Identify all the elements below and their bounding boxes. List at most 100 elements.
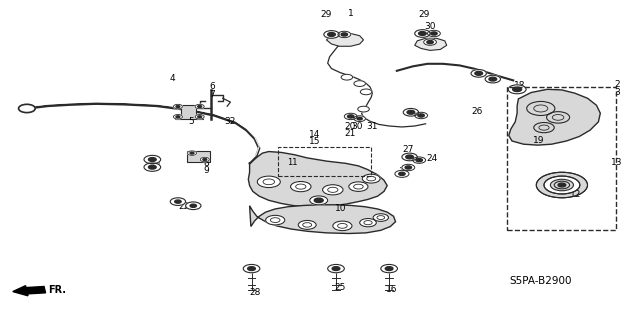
Circle shape	[173, 104, 182, 109]
Circle shape	[544, 176, 580, 194]
Circle shape	[144, 155, 161, 164]
Circle shape	[248, 267, 255, 271]
Text: 13: 13	[611, 158, 623, 167]
Text: 22: 22	[179, 202, 190, 211]
Circle shape	[354, 81, 365, 86]
Text: 5: 5	[188, 117, 193, 126]
Circle shape	[406, 155, 413, 159]
Circle shape	[19, 104, 35, 113]
Text: 9: 9	[204, 166, 209, 175]
Circle shape	[558, 183, 566, 187]
Circle shape	[310, 196, 328, 205]
Circle shape	[431, 32, 437, 35]
Text: 32: 32	[225, 117, 236, 126]
Circle shape	[416, 159, 422, 162]
Text: 10: 10	[335, 204, 346, 213]
Circle shape	[415, 30, 430, 37]
Circle shape	[385, 267, 393, 271]
Text: 15: 15	[309, 137, 321, 146]
Text: 30: 30	[424, 22, 436, 31]
Circle shape	[508, 85, 526, 94]
Text: 28: 28	[249, 288, 260, 297]
Circle shape	[176, 116, 180, 118]
FancyArrow shape	[13, 286, 45, 296]
Circle shape	[475, 71, 483, 75]
Circle shape	[373, 214, 388, 221]
Circle shape	[399, 172, 405, 175]
Circle shape	[257, 176, 280, 188]
Circle shape	[190, 152, 194, 154]
Circle shape	[362, 174, 380, 183]
Polygon shape	[509, 89, 600, 145]
Text: 14: 14	[309, 130, 321, 139]
Text: 21: 21	[344, 129, 356, 138]
Circle shape	[298, 220, 316, 229]
Polygon shape	[175, 105, 203, 119]
Text: 3: 3	[614, 88, 620, 97]
Circle shape	[547, 112, 570, 123]
Text: 27: 27	[403, 145, 414, 154]
Bar	[507, 87, 616, 230]
Text: 18: 18	[514, 81, 525, 90]
Text: 11: 11	[287, 158, 297, 167]
Polygon shape	[326, 33, 364, 46]
Circle shape	[243, 264, 260, 273]
Circle shape	[344, 113, 357, 120]
Circle shape	[341, 33, 348, 36]
Circle shape	[424, 39, 436, 45]
Circle shape	[190, 204, 196, 207]
Circle shape	[357, 117, 362, 120]
Circle shape	[144, 163, 161, 171]
Circle shape	[291, 182, 311, 192]
Circle shape	[266, 215, 285, 225]
Circle shape	[554, 181, 570, 189]
Text: 23: 23	[149, 158, 161, 167]
Circle shape	[195, 115, 204, 119]
Text: 19: 19	[533, 137, 545, 145]
Circle shape	[175, 200, 181, 203]
Circle shape	[428, 30, 440, 37]
Text: 25: 25	[335, 283, 346, 292]
Circle shape	[550, 179, 573, 191]
Circle shape	[186, 202, 201, 210]
Circle shape	[402, 153, 417, 161]
Text: S5PA-B2900: S5PA-B2900	[509, 276, 572, 286]
Circle shape	[338, 31, 351, 38]
Circle shape	[148, 165, 156, 169]
Circle shape	[427, 41, 433, 44]
Circle shape	[360, 219, 376, 227]
Circle shape	[195, 104, 204, 109]
Circle shape	[471, 70, 486, 77]
Circle shape	[170, 198, 186, 205]
Circle shape	[354, 116, 365, 122]
Text: 8: 8	[204, 159, 209, 168]
Text: 29: 29	[321, 10, 332, 19]
Text: 20: 20	[344, 122, 356, 131]
Circle shape	[332, 267, 340, 271]
Polygon shape	[248, 152, 387, 207]
Circle shape	[419, 32, 426, 35]
Text: 17: 17	[399, 167, 410, 176]
Polygon shape	[415, 38, 447, 50]
Circle shape	[333, 221, 352, 231]
Text: 1: 1	[348, 9, 353, 18]
Circle shape	[527, 101, 555, 115]
Circle shape	[513, 87, 522, 92]
Text: 24: 24	[426, 154, 438, 163]
Circle shape	[328, 264, 344, 273]
Text: 16: 16	[386, 285, 397, 294]
Circle shape	[413, 157, 426, 163]
Circle shape	[405, 166, 412, 169]
Circle shape	[314, 198, 323, 203]
Circle shape	[358, 106, 369, 112]
Circle shape	[381, 264, 397, 273]
Circle shape	[415, 112, 428, 119]
Circle shape	[403, 108, 419, 116]
Circle shape	[324, 31, 339, 38]
Circle shape	[200, 157, 209, 162]
Text: 4: 4	[170, 74, 175, 83]
Circle shape	[341, 74, 353, 80]
Text: 7: 7	[210, 90, 215, 99]
Text: 2: 2	[614, 80, 620, 89]
Circle shape	[418, 114, 424, 117]
